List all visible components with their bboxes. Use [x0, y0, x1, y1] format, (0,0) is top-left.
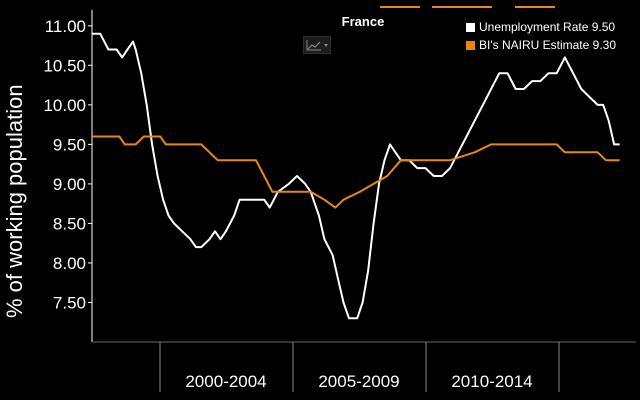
x-period-label: 2000-2004 — [185, 372, 266, 391]
y-tick-label: 9.00 — [53, 175, 86, 194]
legend-swatch-unemployment — [466, 22, 475, 32]
top-accent-bar — [380, 6, 420, 8]
y-tick-label: 8.50 — [53, 214, 86, 233]
line-chart-glyph — [306, 40, 328, 51]
y-tick-label: 10.50 — [43, 56, 86, 75]
legend-label-unemployment: Unemployment Rate 9.50 — [479, 20, 616, 34]
top-accent-bar — [515, 6, 555, 8]
nairu-estimate-line — [92, 135, 620, 209]
legend-item-nairu: BI's NAIRU Estimate 9.30 — [466, 36, 616, 54]
y-tick-label: 7.50 — [53, 293, 86, 312]
legend-swatch-nairu — [466, 40, 475, 50]
line-chart-icon[interactable] — [303, 36, 331, 54]
legend: Unemployment Rate 9.50 BI's NAIRU Estima… — [466, 18, 616, 54]
legend-item-unemployment: Unemployment Rate 9.50 — [466, 18, 616, 36]
x-period-label: 2010-2014 — [451, 372, 532, 391]
y-tick-label: 8.00 — [53, 254, 86, 273]
y-axis-label: % of working population — [2, 84, 27, 318]
y-tick-label: 10.00 — [43, 96, 86, 115]
y-tick-label: 9.50 — [53, 135, 86, 154]
chart-title: France — [341, 14, 385, 29]
y-tick-label: 11.00 — [45, 17, 86, 36]
legend-label-nairu: BI's NAIRU Estimate 9.30 — [479, 38, 617, 52]
unemployment-rate-line — [92, 32, 620, 320]
x-period-label: 2005-2009 — [318, 372, 399, 391]
top-accent-bar — [432, 6, 492, 8]
